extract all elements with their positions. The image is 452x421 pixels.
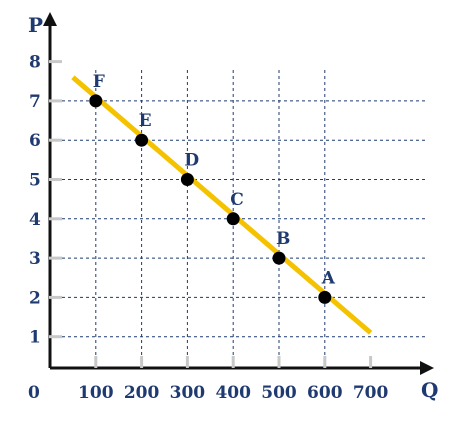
y-tick-label: 1 [29,328,41,348]
point-label-a: A [321,268,336,288]
x-axis-arrowhead [420,361,434,375]
data-point-a [318,290,332,304]
y-tick-label: 4 [29,210,41,230]
point-label-d: D [184,151,199,171]
point-label-e: E [139,111,152,131]
x-tick-label: 200 [124,383,160,403]
x-tick-label: 400 [215,383,251,403]
x-axis-label: Q [421,378,438,402]
point-label-b: B [276,229,290,249]
y-tick-label: 3 [29,249,41,269]
origin-label: 0 [28,383,40,403]
y-tick-label: 5 [29,171,41,191]
data-point-c [226,212,240,226]
y-axis-arrowhead [43,12,57,26]
y-tick-label: 8 [29,53,41,73]
point-label-c: C [230,190,244,210]
x-tick-label: 700 [353,383,389,403]
point-layer: A B C D E F [89,72,336,304]
data-point-f [89,94,103,108]
x-tick-label: 100 [78,383,114,403]
y-tick-label: 2 [29,288,41,308]
tick-layer: 1 2 3 4 5 6 7 8 100 200 300 400 500 600 700 [29,53,389,403]
grid-layer [50,70,428,368]
data-point-b [272,251,286,265]
demand-line [71,75,373,335]
axes: P Q 0 [28,12,438,403]
y-tick-label: 6 [29,131,41,151]
x-tick-label: 500 [261,383,297,403]
data-point-e [135,133,149,147]
line-layer [71,75,373,335]
point-label-f: F [93,72,105,92]
x-tick-label: 600 [307,383,343,403]
y-tick-label: 7 [29,92,41,112]
data-point-d [180,173,194,186]
x-tick-label: 300 [170,383,206,403]
y-axis-label: P [28,13,43,37]
